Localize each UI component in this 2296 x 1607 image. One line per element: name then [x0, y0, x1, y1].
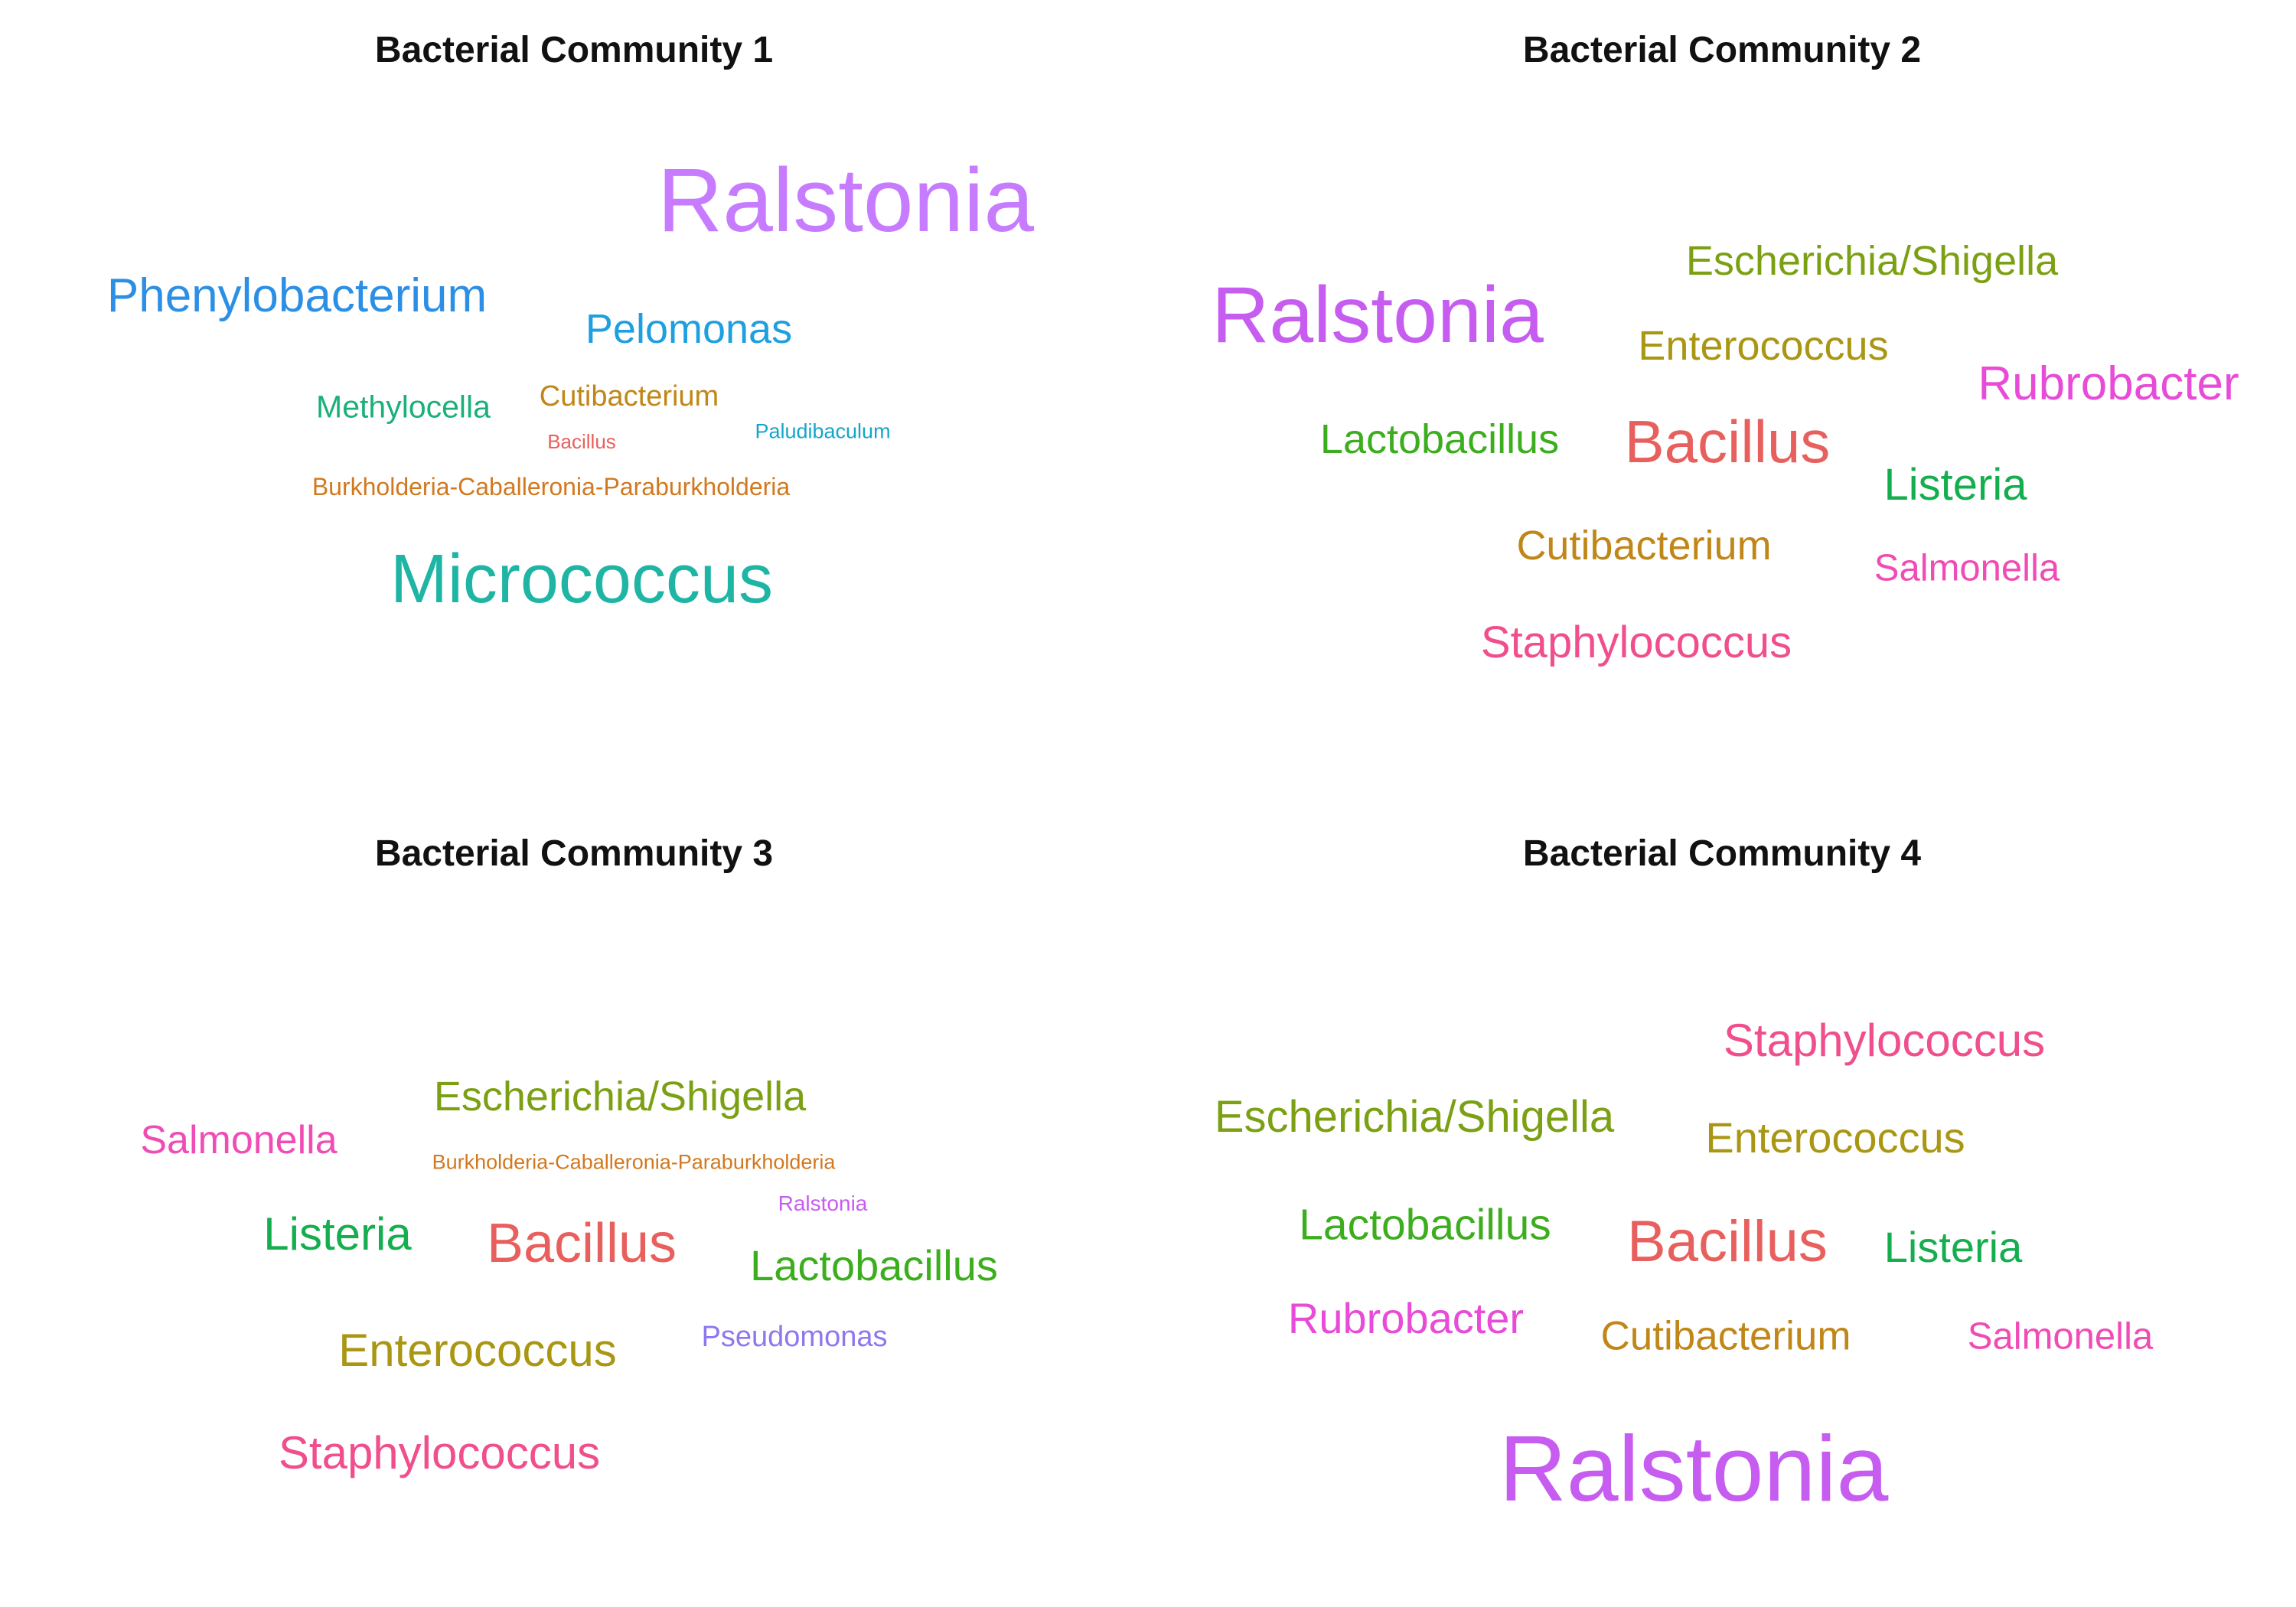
wordcloud-word-cutibacterium: Cutibacterium — [1600, 1313, 1851, 1359]
panel-title: Bacterial Community 3 — [374, 833, 774, 874]
wordcloud-word-bacillus: Bacillus — [486, 1213, 677, 1274]
wordcloud-word-ralstonia: Ralstonia — [657, 150, 1034, 251]
wordcloud-word-methylocella: Methylocella — [316, 389, 491, 425]
wordcloud-word-enterococcus: Enterococcus — [338, 1325, 617, 1376]
wordcloud-panel-2: Bacterial Community 2 Ralstonia Bacillus R… — [1148, 0, 2296, 804]
wordcloud-word-ralstonia: Ralstonia — [778, 1191, 868, 1215]
wordcloud-word-paludibaculum: Paludibaculum — [755, 419, 891, 443]
wordcloud-word-bacillus: Bacillus — [547, 430, 616, 453]
wordcloud-panel-4: Bacterial Community 4 Ralstonia Bacillus S… — [1148, 804, 2296, 1607]
wordcloud-word-listeria: Listeria — [1883, 460, 2027, 510]
wordcloud-word-lactobacillus: Lactobacillus — [1299, 1200, 1551, 1250]
wordcloud-word-cutibacterium: Cutibacterium — [1516, 523, 1772, 569]
wordcloud-word-staphylococcus: Staphylococcus — [278, 1427, 601, 1478]
wordcloud-word-listeria: Listeria — [1883, 1223, 2023, 1271]
wordcloud-word-bacillus: Bacillus — [1627, 1209, 1828, 1274]
wordcloud-word-salmonella: Salmonella — [140, 1118, 338, 1162]
panel-title: Bacterial Community 1 — [374, 30, 774, 70]
wordcloud-word-micrococcus: Micrococcus — [390, 541, 774, 618]
wordcloud-word-enterococcus: Enterococcus — [1705, 1113, 1965, 1162]
wordcloud-word-rubrobacter: Rubrobacter — [1978, 357, 2239, 410]
wordcloud-word-burkholderia-caballeronia-paraburkholderia: Burkholderia-Caballeronia-Paraburkholder… — [311, 473, 791, 500]
wordcloud-word-listeria: Listeria — [263, 1208, 412, 1260]
panel-title: Bacterial Community 2 — [1522, 30, 1922, 70]
wordcloud-word-bacillus: Bacillus — [1624, 408, 1831, 475]
wordcloud-word-rubrobacter: Rubrobacter — [1287, 1294, 1525, 1342]
wordcloud-word-escherichia-shigella: Escherichia/Shigella — [1685, 238, 2059, 284]
wordcloud-word-escherichia-shigella: Escherichia/Shigella — [433, 1074, 807, 1120]
wordcloud-word-salmonella: Salmonella — [1874, 547, 2060, 589]
wordcloud-word-phenylobacterium: Phenylobacterium — [106, 269, 488, 322]
wordcloud-word-salmonella: Salmonella — [1967, 1315, 2154, 1358]
wordcloud-word-staphylococcus: Staphylococcus — [1723, 1015, 2046, 1066]
panel-title: Bacterial Community 4 — [1522, 833, 1922, 874]
wordcloud-word-enterococcus: Enterococcus — [1638, 323, 1889, 369]
wordcloud-word-pseudomonas: Pseudomonas — [701, 1321, 888, 1353]
wordcloud-word-cutibacterium: Cutibacterium — [539, 380, 719, 412]
wordcloud-word-ralstonia: Ralstonia — [1499, 1416, 1889, 1521]
wordcloud-word-escherichia-shigella: Escherichia/Shigella — [1214, 1092, 1615, 1142]
wordcloud-word-pelomonas: Pelomonas — [585, 306, 793, 352]
wordcloud-word-lactobacillus: Lactobacillus — [1319, 416, 1560, 462]
wordcloud-word-burkholderia-caballeronia-paraburkholderia: Burkholderia-Caballeronia-Paraburkholder… — [432, 1150, 836, 1174]
wordcloud-word-lactobacillus: Lactobacillus — [750, 1241, 998, 1289]
wordcloud-panel-1: Bacterial Community 1 Ralstonia Micrococc… — [0, 0, 1148, 804]
wordcloud-panel-3: Bacterial Community 3 Bacillus Escherichi… — [0, 804, 1148, 1607]
wordcloud-word-ralstonia: Ralstonia — [1212, 271, 1544, 360]
wordcloud-word-staphylococcus: Staphylococcus — [1480, 618, 1792, 667]
